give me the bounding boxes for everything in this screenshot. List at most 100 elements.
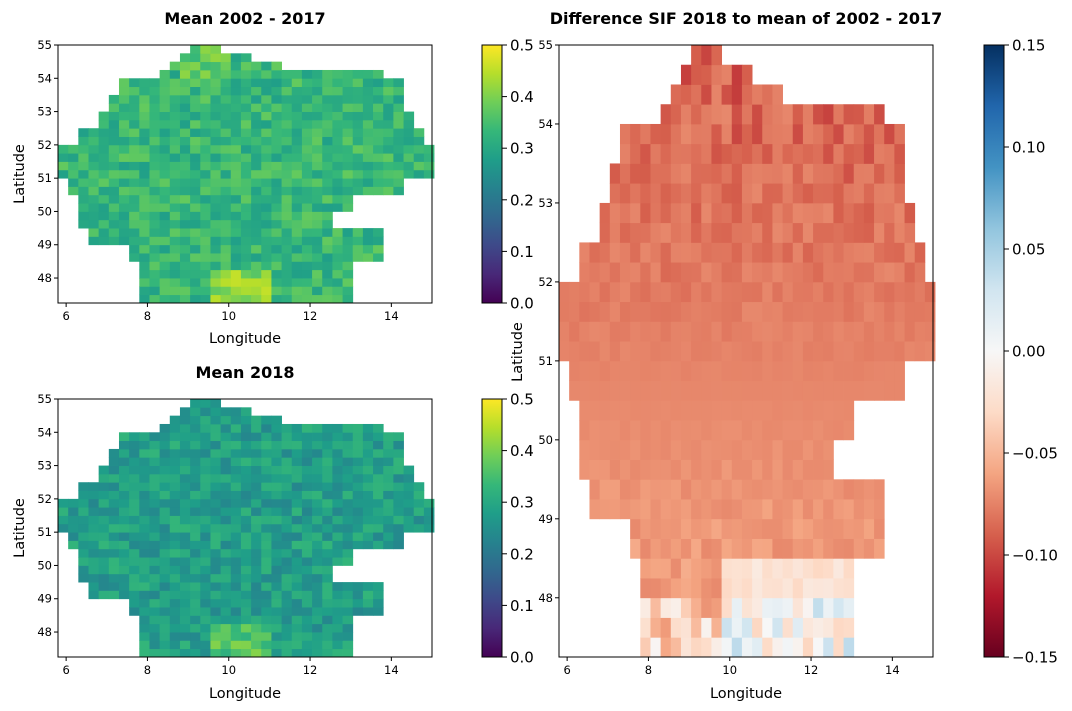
heatmap-cell <box>190 448 201 458</box>
heatmap-cell <box>599 439 611 460</box>
heatmap-cell <box>609 420 621 441</box>
heatmap-cell <box>691 163 702 184</box>
y-tick-label: 48 <box>538 591 553 605</box>
heatmap-cell <box>179 515 191 525</box>
heatmap-cell <box>98 119 110 129</box>
heatmap-cell <box>139 236 150 246</box>
heatmap-cell <box>118 128 130 137</box>
heatmap-cell <box>383 128 394 137</box>
y-tick-label: 55 <box>37 38 52 52</box>
heatmap-cell <box>159 573 171 583</box>
heatmap-cell <box>342 648 354 658</box>
heatmap-cell <box>630 262 641 283</box>
heatmap-cell <box>291 253 303 262</box>
heatmap-cell <box>373 540 384 550</box>
heatmap-cell <box>291 490 303 500</box>
heatmap-cell <box>373 482 384 491</box>
heatmap-cell <box>322 515 333 525</box>
heatmap-cell <box>159 144 171 154</box>
heatmap-cell <box>630 202 641 224</box>
heatmap-cell <box>68 144 79 154</box>
heatmap-cell <box>261 498 272 508</box>
heatmap-cell <box>169 548 181 558</box>
heatmap-cell <box>139 582 150 591</box>
heatmap-cell <box>802 479 814 500</box>
heatmap-cell <box>691 64 702 85</box>
heatmap-cell <box>230 228 242 237</box>
heatmap-cell <box>670 558 682 579</box>
heatmap-cell <box>78 178 89 187</box>
heatmap-cell <box>701 518 712 539</box>
heatmap-cell <box>833 321 844 342</box>
heatmap-cell <box>230 236 242 246</box>
heatmap-cell <box>200 623 211 633</box>
heatmap-cell <box>579 281 590 303</box>
heatmap-cell <box>823 538 834 559</box>
heatmap-cell <box>271 490 282 500</box>
heatmap-cell <box>373 244 384 254</box>
heatmap-cell <box>190 86 201 96</box>
heatmap-cell <box>261 194 272 204</box>
heatmap-cell <box>393 94 404 104</box>
heatmap-cell <box>670 143 682 164</box>
heatmap-cell <box>762 222 773 243</box>
heatmap-cell <box>230 53 242 63</box>
heatmap-cell <box>88 161 100 171</box>
heatmap-cell <box>169 186 181 196</box>
heatmap-cell <box>670 341 682 362</box>
heatmap-cell <box>78 490 89 500</box>
heatmap-cell <box>291 161 303 171</box>
heatmap-cell <box>599 281 611 303</box>
heatmap-cell <box>251 623 262 633</box>
heatmap-cell <box>179 498 191 508</box>
heatmap-cell <box>159 186 171 196</box>
heatmap-cell <box>924 301 936 322</box>
heatmap-cell <box>721 104 733 125</box>
heatmap-cell <box>281 219 293 229</box>
heatmap-cell <box>108 161 120 171</box>
heatmap-cell <box>772 380 783 401</box>
heatmap-cell <box>281 507 293 516</box>
heatmap-cell <box>741 104 753 125</box>
heatmap-cell <box>680 321 692 342</box>
heatmap-cell <box>352 582 364 591</box>
heatmap-cell <box>108 119 120 129</box>
heatmap-cell <box>833 400 844 421</box>
heatmap-cell <box>711 84 723 105</box>
heatmap-cell <box>332 632 343 641</box>
heatmap-cell <box>179 236 191 246</box>
heatmap-cell <box>792 597 804 618</box>
heatmap-cell <box>609 341 621 362</box>
heatmap-cell <box>670 202 682 224</box>
heatmap-cell <box>68 153 79 162</box>
heatmap-cell <box>190 128 201 137</box>
heatmap-cell <box>752 380 763 401</box>
colorbar-tick-label: 0.0 <box>510 295 534 313</box>
heatmap-cell <box>179 548 191 558</box>
heatmap-cell <box>670 617 682 638</box>
heatmap-cell <box>373 457 384 466</box>
heatmap-cell <box>261 78 272 88</box>
heatmap-cell <box>271 153 282 162</box>
heatmap-cell <box>108 236 120 246</box>
heatmap-cell <box>190 523 201 533</box>
heatmap-cell <box>342 448 354 458</box>
heatmap-cell <box>230 532 242 541</box>
heatmap-cell <box>362 178 374 187</box>
heatmap-cell <box>322 203 333 212</box>
heatmap-cell <box>904 202 916 224</box>
heatmap-cell <box>169 103 181 112</box>
heatmap-cell <box>190 136 201 146</box>
heatmap-cell <box>108 111 120 121</box>
heatmap-cell <box>291 136 303 146</box>
heatmap-cell <box>924 281 936 303</box>
heatmap-cell <box>342 128 354 137</box>
heatmap-cell <box>98 582 110 591</box>
heatmap-cell <box>179 590 191 600</box>
heatmap-cell <box>332 78 343 88</box>
heatmap-cell <box>373 465 384 475</box>
heatmap-cell <box>332 440 343 450</box>
heatmap-cell <box>281 490 293 500</box>
heatmap-cell <box>660 597 672 618</box>
heatmap-cell <box>200 640 211 650</box>
